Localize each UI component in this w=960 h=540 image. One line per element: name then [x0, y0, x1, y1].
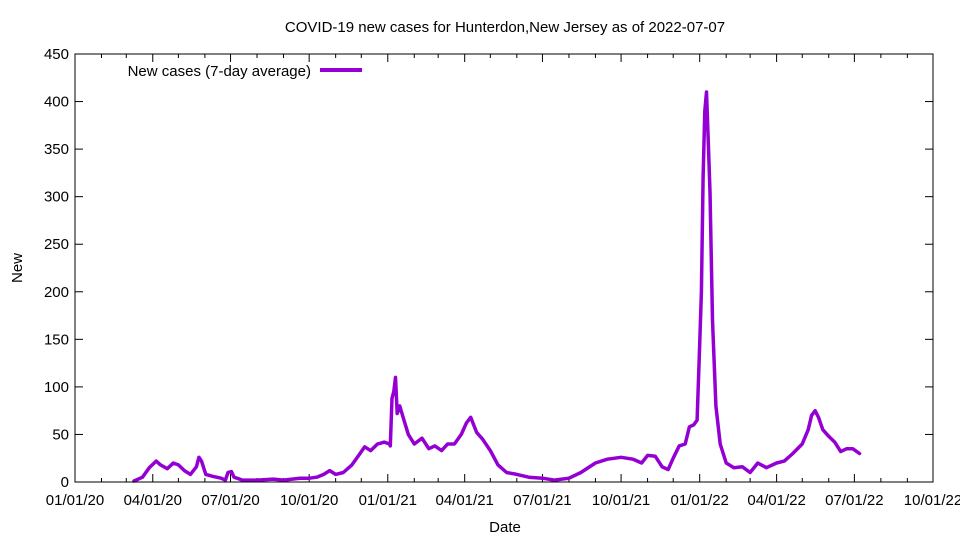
y-tick-label: 450: [44, 46, 69, 63]
axis-ticks: 0 50 100 150 200 250 300 350 400 450 01/01/20 04/01…: [44, 46, 960, 509]
y-tick-label: 400: [44, 94, 69, 111]
x-tick-label: 04/01/21: [435, 492, 493, 509]
x-tick-label: 10/01/22: [904, 492, 960, 509]
plot-frame: [74, 53, 934, 483]
legend-label: New cases (7-day average): [128, 63, 311, 80]
x-tick-label: 07/01/20: [201, 492, 259, 509]
y-axis-label: New: [9, 253, 26, 283]
x-axis-label: Date: [489, 519, 521, 536]
y-tick-label: 250: [44, 236, 69, 253]
legend: New cases (7-day average): [128, 63, 362, 80]
y-tick-label: 350: [44, 141, 69, 158]
x-tick-label: 01/01/20: [46, 492, 104, 509]
y-tick-label: 150: [44, 331, 69, 348]
y-tick-label: 300: [44, 189, 69, 206]
x-tick-label: 04/01/20: [124, 492, 182, 509]
x-tick-label: 04/01/22: [747, 492, 805, 509]
series-group: [132, 90, 862, 483]
x-tick-label: 07/01/21: [513, 492, 571, 509]
series-line-0: [132, 90, 862, 483]
x-tick-label: 01/01/22: [671, 492, 729, 509]
x-tick-label: 07/01/22: [825, 492, 883, 509]
y-tick-label: 200: [44, 284, 69, 301]
x-tick-label: 10/01/21: [592, 492, 650, 509]
y-tick-label: 0: [61, 474, 69, 491]
x-tick-label: 01/01/21: [359, 492, 417, 509]
y-tick-label: 50: [52, 426, 69, 443]
chart-title: COVID-19 new cases for Hunterdon,New Jer…: [285, 19, 725, 36]
y-tick-label: 100: [44, 379, 69, 396]
x-tick-label: 10/01/20: [280, 492, 338, 509]
